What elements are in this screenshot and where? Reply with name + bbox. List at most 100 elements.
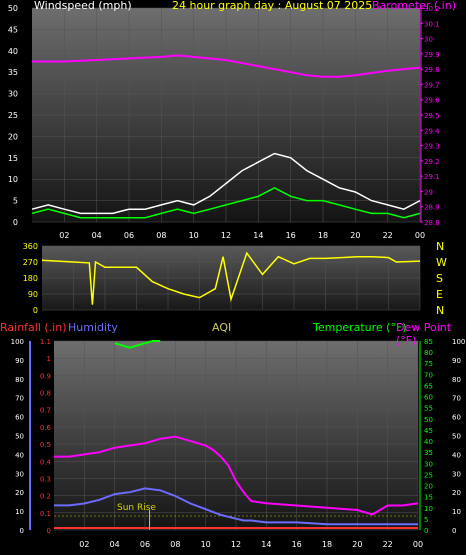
aqi-y-tick-label: 80 [452,376,461,384]
barometer-y-tick-label: 29.1 [424,173,440,181]
rain-y-tick-label: 0.7 [40,407,51,415]
wind-y-tick-label: 45 [8,25,18,34]
hour-tick-label-lower: 22 [383,540,393,549]
humidity-axis-title: Humidity [68,321,118,334]
barometer-y-tick-label: 30 [424,36,433,44]
rain-y-tick-label: 0.5 [40,441,51,449]
temperature-line [114,340,161,349]
compass-letter-s: S [436,272,443,285]
aqi-y-tick-label: 70 [452,395,461,403]
windspeed-axis-title: Windspeed (mph) [34,0,132,12]
humidity-y-tick-label: 90 [15,357,24,365]
humidity-y-tick-label: 0 [20,527,24,535]
humidity-y-tick-label: 30 [15,470,24,478]
wind-y-tick-label: 35 [8,68,18,77]
barometer-y-tick-label: 30.1 [424,20,440,28]
direction-y-tick-label: 360 [23,242,38,251]
temperature-y-tick-label: 40 [424,438,433,446]
compass-letter-n-bottom: N [436,304,445,317]
hour-tick-label: 22 [383,231,393,240]
wind_gust-line [31,186,421,219]
rain-y-tick-label: 0.4 [40,458,52,466]
temperature-y-tick-label: 75 [424,360,433,368]
barometer-y-tick-label: 29.7 [424,81,440,89]
rain-y-tick-label: 0.6 [40,424,52,432]
rain-y-tick-label: 1 [47,355,51,363]
humidity-y-tick-label: 20 [15,489,24,497]
hour-tick-label-lower: 02 [79,540,89,549]
hour-tick-label-lower: 04 [110,540,120,549]
direction-y-tick-label: 270 [23,258,38,267]
temperature-y-tick-label: 20 [424,483,433,491]
barometer-y-tick-label: 28.8 [424,219,440,227]
hour-tick-label: 02 [59,231,69,240]
aqi-y-tick-label: 30 [452,470,461,478]
humidity-y-tick-label: 10 [15,508,24,516]
aqi-y-tick-label: 40 [452,451,461,459]
aqi-y-tick-label: 0 [452,527,456,535]
aqi-y-tick-label: 100 [452,338,465,346]
barometer-y-tick-label: 29.8 [424,66,440,74]
barometer-y-tick-label: 28.9 [424,204,440,212]
hour-tick-label: 04 [92,231,102,240]
wind-y-tick-label: 20 [8,132,18,141]
wind-y-tick-label: 30 [8,90,18,99]
hour-tick-label-lower: 10 [201,540,211,549]
hour-tick-label-lower: 14 [261,540,271,549]
aqi-y-tick-label: 60 [452,414,461,422]
rain-y-tick-label: 0.3 [40,475,51,483]
hour-tick-label: 14 [253,231,263,240]
dew-point-line [54,435,419,516]
direction-y-tick-label: 0 [33,306,38,315]
barometer-y-tick-label: 29.9 [424,51,440,59]
rain-y-tick-label: 1.1 [40,338,51,346]
hour-tick-label: 18 [318,231,328,240]
temperature-y-tick-label: 15 [424,494,433,502]
humidity-y-tick-label: 60 [15,414,24,422]
barometer-y-tick-label: 30.2 [424,5,440,13]
rain-y-tick-label: 0 [47,527,51,535]
aqi-axis-title: AQI [212,321,232,334]
temperature-y-tick-label: 5 [424,516,428,524]
hour-tick-label-lower: 08 [170,540,180,549]
temperature-y-tick-label: 25 [424,471,433,479]
direction-y-tick-label: 180 [23,274,38,283]
humidity-y-tick-label: 100 [11,338,24,346]
rain-y-tick-label: 0.1 [40,510,51,518]
wind-y-tick-label: 15 [8,154,18,163]
aqi-y-tick-label: 50 [452,433,461,441]
rainfall-axis-title: Rainfall (.in) [0,321,67,334]
humidity-line [54,487,418,526]
barometer-y-tick-label: 29.2 [424,158,440,166]
hour-tick-label: 10 [189,231,199,240]
direction-line [41,251,421,305]
temperature-y-tick-label: 80 [424,349,433,357]
wind-y-tick-label: 50 [8,4,18,13]
hour-tick-label: 20 [350,231,360,240]
humidity-y-tick-label: 70 [15,395,24,403]
wind-y-tick-label: 25 [8,111,18,120]
hour-tick-label: 06 [124,231,134,240]
wind-y-tick-label: 5 [13,197,18,206]
chart-title: 24 hour graph day : August 07 2025 [172,0,373,12]
aqi-y-tick-label: 20 [452,489,461,497]
hour-tick-label: 12 [221,231,231,240]
temperature-y-tick-label: 60 [424,394,433,402]
temperature-y-tick-label: 65 [424,382,433,390]
compass-letter-n-top: N [436,240,445,253]
temperature-y-tick-label: 70 [424,371,433,379]
compass-letter-w: W [436,256,447,269]
barometer-line [32,54,421,78]
humidity-y-tick-label: 80 [15,376,24,384]
humidity-y-tick-label: 50 [15,433,24,441]
temperature-y-tick-label: 10 [424,505,433,513]
hour-tick-label-lower: 20 [352,540,362,549]
barometer-y-tick-label: 29.6 [424,97,440,105]
barometer-y-tick-label: 29.5 [424,112,440,120]
aqi-y-tick-label: 90 [452,357,461,365]
wind-y-tick-label: 0 [13,218,18,227]
direction-y-tick-label: 90 [28,290,38,299]
barometer-y-tick-label: 29.3 [424,143,440,151]
wind-y-tick-label: 40 [8,47,18,56]
